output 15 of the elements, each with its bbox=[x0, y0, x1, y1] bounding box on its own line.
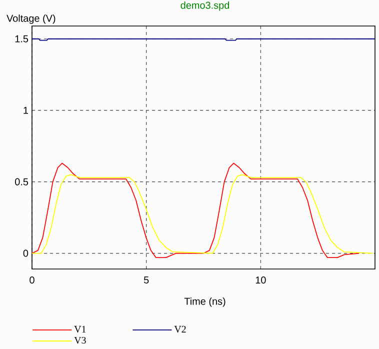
legend-label: V2 bbox=[174, 326, 186, 333]
y-tick-label: 0.5 bbox=[15, 178, 28, 186]
y-axis-title: Voltage (V) bbox=[6, 14, 56, 24]
line-series bbox=[32, 162, 360, 258]
legend-label: V3 bbox=[74, 336, 86, 344]
y-tick-label: 1 bbox=[24, 106, 28, 114]
line-series bbox=[32, 174, 374, 254]
x-tick-label: 0 bbox=[30, 276, 34, 284]
x-axis-title: Time (ns) bbox=[184, 298, 226, 307]
x-tick-label: 5 bbox=[144, 276, 149, 284]
chart-title: demo3.spd bbox=[180, 2, 230, 11]
x-tick-label: 10 bbox=[256, 276, 266, 284]
y-tick-label: 0 bbox=[23, 250, 28, 257]
y-tick-label: 1.5 bbox=[15, 35, 28, 42]
legend-label: V1 bbox=[74, 326, 86, 333]
